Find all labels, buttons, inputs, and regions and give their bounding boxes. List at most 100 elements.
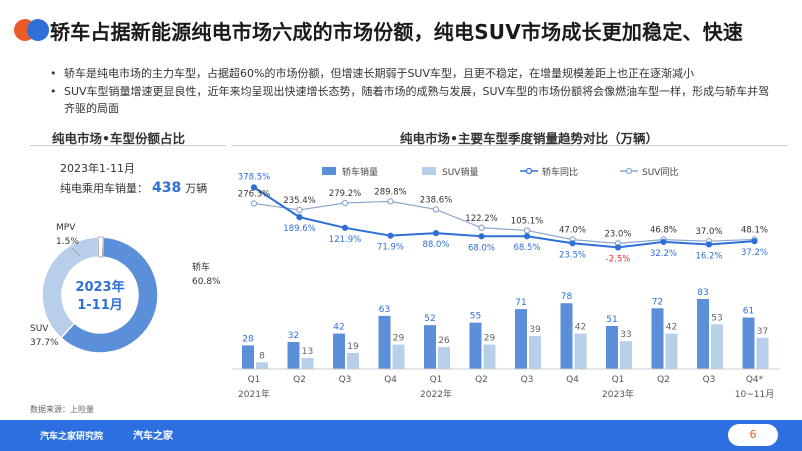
legend-marker-3 <box>625 167 633 175</box>
x-tick-label: Q4 <box>384 375 397 385</box>
bar-label-suv: 26 <box>438 336 450 346</box>
label-sedan-yoy: -2.5% <box>606 254 631 264</box>
point-suv-yoy <box>432 206 440 213</box>
x-tick-label: Q3 <box>521 375 534 385</box>
point-sedan-yoy <box>614 244 622 251</box>
mpv-leader-line <box>71 247 81 257</box>
bar-sedan <box>742 317 755 369</box>
bar-label-sedan: 55 <box>470 312 481 322</box>
legend-label-2: 轿车同比 <box>542 166 578 178</box>
label-suv-yoy: 238.6% <box>420 195 452 205</box>
brand-circles-icon <box>14 19 56 41</box>
pie-slice-sedan <box>59 236 159 354</box>
label-sedan-yoy: 37.2% <box>741 248 768 258</box>
label-sedan-yoy: 68.0% <box>468 243 495 253</box>
point-sedan-yoy <box>478 233 485 240</box>
donut-center-line2: 1-11月 <box>77 298 123 313</box>
point-sedan-yoy <box>296 214 303 221</box>
x-tick-label: Q4 <box>566 375 579 385</box>
left-panel-title: 纯电市场•车型份额占比 <box>52 131 185 146</box>
page-title: 轿车占据新能源纯电市场六成的市场份额，纯电SUV市场成长更加稳定、快速 <box>50 20 744 44</box>
bar-suv <box>620 341 632 369</box>
point-sedan-yoy <box>523 233 531 240</box>
label-sedan-yoy: 16.2% <box>695 251 722 261</box>
legend-label-0: 轿车销量 <box>342 166 378 178</box>
pie-label-sedan-name: 轿车 <box>192 261 210 273</box>
bar-suv <box>438 347 450 369</box>
bar-label-sedan: 61 <box>743 307 754 317</box>
total-value: 438 <box>152 180 182 196</box>
bar-sedan <box>378 315 391 369</box>
bar-label-suv: 8 <box>259 351 265 361</box>
bar-label-sedan: 42 <box>333 323 344 333</box>
quarterly-combo-chart: 轿车销量 SUV销量 轿车同比 SUV同比288Q13213Q24219Q36329Q… <box>232 166 780 400</box>
bullet-list: 轿车是纯电市场的主力车型，占据超60%的市场份额，但增速长期弱于SUV车型，且更… <box>50 65 770 118</box>
label-sedan-yoy: 378.5% <box>238 172 270 182</box>
x-tick-label: Q4* <box>746 375 764 385</box>
footer-bar: 汽车之家研究院 汽车之家 6 <box>0 420 802 451</box>
bar-label-sedan: 78 <box>561 292 573 302</box>
left-panel-date: 2023年1-11月 <box>60 162 135 175</box>
point-sedan-yoy <box>660 238 667 246</box>
bar-sedan <box>697 299 709 369</box>
bar-suv <box>711 324 723 369</box>
label-sedan-yoy: 71.9% <box>377 243 404 253</box>
divider <box>30 145 226 146</box>
bar-label-suv: 39 <box>529 325 541 335</box>
bar-label-sedan: 72 <box>652 297 663 307</box>
bar-suv <box>347 352 359 369</box>
bar-label-sedan: 51 <box>606 315 617 325</box>
point-suv-yoy <box>296 206 303 214</box>
bar-suv <box>256 362 268 369</box>
bar-sedan <box>333 333 345 369</box>
pie-label-suv-value: 37.7% <box>30 338 59 348</box>
pie-label-suv-name: SUV <box>30 324 49 334</box>
label-suv-yoy: 276.3% <box>238 189 270 199</box>
left-panel-total: 纯电乘用车销量： 438 万辆 <box>60 180 207 196</box>
year-label: 2022年 <box>420 388 452 400</box>
year-label: 10~11月 <box>735 389 774 400</box>
label-sedan-yoy: 121.9% <box>329 235 361 245</box>
label-sedan-yoy: 23.5% <box>559 250 586 260</box>
bar-sedan <box>469 322 482 369</box>
x-tick-label: Q3 <box>703 375 716 385</box>
research-logo: 汽车之家研究院 <box>40 432 104 442</box>
bar-label-suv: 33 <box>620 330 631 340</box>
pie-label-sedan-value: 60.8% <box>192 277 221 287</box>
pie-label-mpv-name: MPV <box>56 223 76 233</box>
brand-logo: 汽车之家 <box>133 431 173 442</box>
label-sedan-yoy: 189.6% <box>283 224 315 234</box>
bullet-item: SUV车型销量增速更显良性，近年来均呈现出快速增长态势，随着市场的成熟与发展，S… <box>50 83 770 118</box>
page-number: 6 <box>728 424 778 446</box>
bar-suv <box>665 333 678 369</box>
donut-center-line1: 2023年 <box>75 279 124 295</box>
data-source: 数据来源：上险量 <box>30 405 94 414</box>
total-label: 纯电乘用车销量： <box>60 182 148 195</box>
point-sedan-yoy <box>387 232 394 239</box>
label-suv-yoy: 105.1% <box>511 216 543 226</box>
bar-label-suv: 29 <box>484 334 496 344</box>
line-sedan-yoy <box>253 186 755 249</box>
legend-swatch-1 <box>422 167 436 175</box>
point-sedan-yoy <box>432 230 440 237</box>
point-sedan-yoy <box>751 238 758 245</box>
share-donut-chart: 2023年 1-11月 轿车 60.8% SUV 37.7% MPV 1.5% <box>30 223 221 354</box>
year-label: 2023年 <box>602 388 634 400</box>
x-tick-label: Q3 <box>339 375 352 385</box>
label-suv-yoy: 235.4% <box>283 196 315 206</box>
bar-sedan <box>651 308 664 369</box>
bar-label-suv: 37 <box>757 327 768 337</box>
x-tick-label: Q1 <box>612 375 625 385</box>
x-tick-label: Q2 <box>475 375 488 385</box>
pie-label-mpv-value: 1.5% <box>56 237 79 247</box>
bar-label-suv: 53 <box>711 313 722 323</box>
bar-label-suv: 29 <box>393 334 405 344</box>
legend-swatch-0 <box>322 167 336 175</box>
point-sedan-yoy <box>569 240 576 247</box>
divider <box>232 145 788 146</box>
point-suv-yoy <box>387 198 394 205</box>
bar-label-suv: 42 <box>575 323 586 333</box>
year-label: 2021年 <box>238 388 270 400</box>
bar-suv <box>574 333 587 369</box>
bar-sedan <box>560 303 573 369</box>
